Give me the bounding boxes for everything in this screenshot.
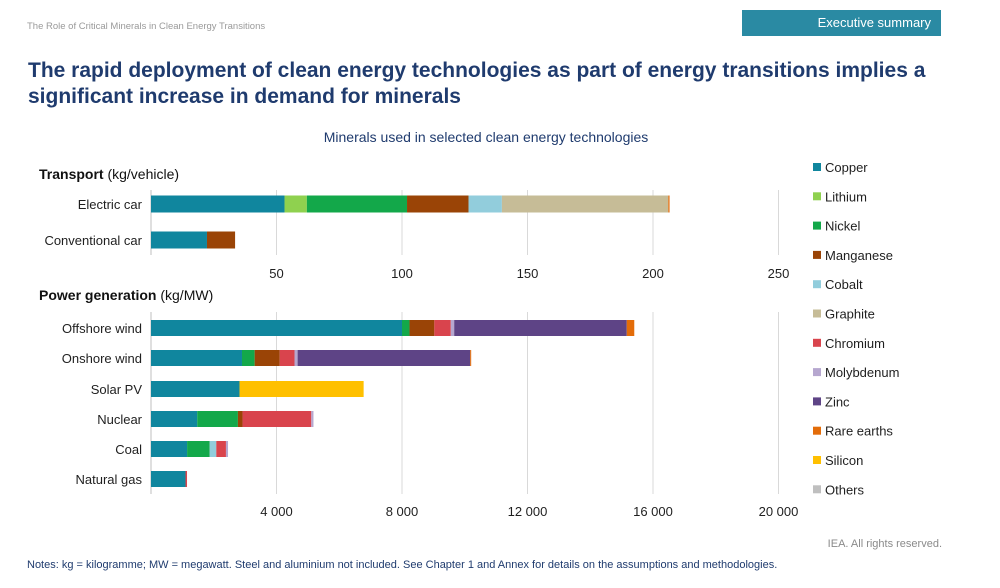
bar-segment-electric-car-lithium <box>284 195 307 213</box>
chart-notes: Notes: kg = kilogramme; MW = megawatt. S… <box>27 559 778 571</box>
bar-segment-electric-car-cobalt <box>468 195 502 213</box>
bar-segment-solar-pv-copper <box>151 381 240 397</box>
legend-label-rare-earths: Rare earths <box>825 424 893 439</box>
x-tick-label: 12 000 <box>508 504 548 519</box>
bar-segment-coal-nickel <box>187 441 210 457</box>
x-tick-label: 20 000 <box>759 504 799 519</box>
panel-title-bold: Transport <box>39 166 104 182</box>
legend-label-nickel: Nickel <box>825 219 861 234</box>
x-tick-label: 200 <box>642 266 664 281</box>
bar-segment-offshore-wind-rare-earths <box>626 320 635 336</box>
legend-label-graphite: Graphite <box>825 307 875 322</box>
legend-label-lithium: Lithium <box>825 189 867 204</box>
x-tick-label: 16 000 <box>633 504 673 519</box>
bar-segment-nuclear-chromium <box>242 411 312 427</box>
chart-title: Minerals used in selected clean energy t… <box>323 129 649 145</box>
document-title: The Role of Critical Minerals in Clean E… <box>27 21 266 32</box>
bar-segment-nuclear-nickel <box>197 411 238 427</box>
category-label-offshore-wind: Offshore wind <box>62 321 142 336</box>
legend-label-cobalt: Cobalt <box>825 277 863 292</box>
bar-segment-offshore-wind-manganese <box>409 320 435 336</box>
panel-title-power-generation: Power generation (kg/MW) <box>39 287 213 303</box>
panel-title-unit: (kg/MW) <box>156 287 213 303</box>
legend-swatch-lithium <box>813 192 821 201</box>
page-headline: The rapid deployment of clean energy tec… <box>28 59 926 108</box>
bar-segment-electric-car-nickel <box>306 195 408 213</box>
bar-segment-coal-chromium <box>216 441 226 457</box>
bar-segment-conventional-car-copper <box>151 231 207 249</box>
bar-segment-nuclear-manganese <box>237 411 243 427</box>
legend-label-silicon: Silicon <box>825 453 863 468</box>
category-label-coal: Coal <box>115 442 142 457</box>
bar-segment-nuclear-copper <box>151 411 198 427</box>
bar-segment-electric-car-copper <box>151 195 285 213</box>
legend-swatch-nickel <box>813 221 821 230</box>
panel-title-transport: Transport (kg/vehicle) <box>39 166 179 182</box>
x-tick-label: 100 <box>391 266 413 281</box>
x-tick-label: 250 <box>768 266 790 281</box>
bar-segment-coal-molybdenum <box>225 441 229 457</box>
legend-label-zinc: Zinc <box>825 394 850 409</box>
copyright-credit: IEA. All rights reserved. <box>827 538 942 550</box>
bar-segment-offshore-wind-chromium <box>434 320 451 336</box>
legend-swatch-chromium <box>813 338 821 347</box>
bar-segment-offshore-wind-copper <box>151 320 402 336</box>
legend-swatch-graphite <box>813 309 821 318</box>
bar-segment-natural-gas-chromium <box>185 471 188 487</box>
bar-segment-offshore-wind-zinc <box>454 320 627 336</box>
bar-segment-natural-gas-copper <box>151 471 186 487</box>
legend-swatch-copper <box>813 163 821 171</box>
bar-segment-onshore-wind-copper <box>151 350 242 366</box>
x-tick-label: 4 000 <box>260 504 293 519</box>
legend-swatch-others <box>813 485 821 494</box>
bar-segment-onshore-wind-manganese <box>254 350 280 366</box>
legend-label-molybdenum: Molybdenum <box>825 365 899 380</box>
bar-segment-nuclear-molybdenum <box>311 411 314 427</box>
legend-swatch-rare-earths <box>813 426 821 435</box>
legend-label-manganese: Manganese <box>825 248 893 263</box>
bar-segment-offshore-wind-nickel <box>402 320 410 336</box>
bar-segment-onshore-wind-nickel <box>241 350 255 366</box>
legend-swatch-zinc <box>813 397 821 406</box>
bar-segment-conventional-car-manganese <box>206 231 236 249</box>
bar-segment-offshore-wind-molybdenum <box>450 320 455 336</box>
legend-label-copper: Copper <box>825 160 868 175</box>
bar-segment-electric-car-graphite <box>501 195 669 213</box>
category-label-nuclear: Nuclear <box>97 412 142 427</box>
bar-segment-coal-copper <box>151 441 188 457</box>
bar-segment-solar-pv-silicon <box>239 381 364 397</box>
legend-swatch-cobalt <box>813 280 821 289</box>
legend-swatch-manganese <box>813 250 821 259</box>
category-label-conventional-car: Conventional car <box>44 233 142 248</box>
bar-segment-onshore-wind-zinc <box>297 350 471 366</box>
section-tag-executive-summary[interactable]: Executive summary <box>742 10 941 36</box>
bar-segment-electric-car-manganese <box>407 195 469 213</box>
panel-title-bold: Power generation <box>39 287 156 303</box>
bar-segment-onshore-wind-chromium <box>279 350 295 366</box>
bar-segment-coal-cobalt <box>209 441 217 457</box>
category-label-electric-car: Electric car <box>78 197 143 212</box>
bar-segment-onshore-wind-molybdenum <box>294 350 298 366</box>
legend-label-others: Others <box>825 482 865 497</box>
x-tick-label: 8 000 <box>386 504 419 519</box>
x-tick-label: 150 <box>517 266 539 281</box>
legend-label-chromium: Chromium <box>825 336 885 351</box>
bar-segment-onshore-wind-rare-earths <box>470 350 472 366</box>
x-tick-label: 50 <box>269 266 283 281</box>
legend-swatch-molybdenum <box>813 368 821 377</box>
bar-segment-electric-car-rare-earths <box>668 195 670 213</box>
legend-swatch-silicon <box>813 456 821 464</box>
panel-title-unit: (kg/vehicle) <box>104 166 179 182</box>
category-label-solar-pv: Solar PV <box>91 382 143 397</box>
category-label-natural-gas: Natural gas <box>76 472 143 487</box>
category-label-onshore-wind: Onshore wind <box>62 351 142 366</box>
